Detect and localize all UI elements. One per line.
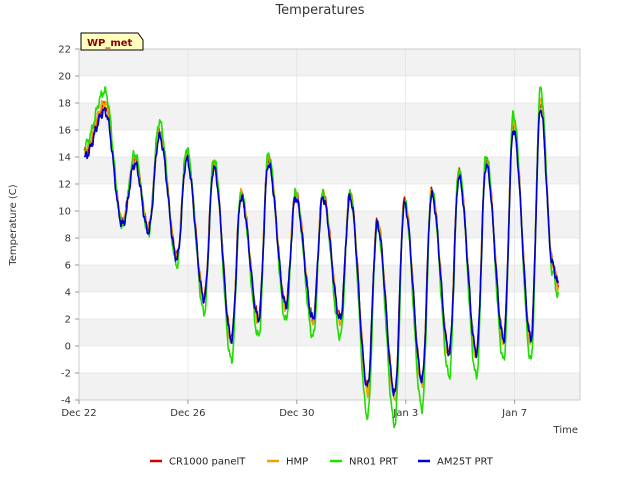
station-badge: WP_met [80,32,144,51]
x-axis-ticks: Dec 22 Dec 26 Dec 30 Jan 3 Jan 7 [61,400,527,419]
y-tick-label: 2 [65,315,71,326]
x-tick-label: Dec 30 [279,408,314,419]
y-tick-label: 0 [65,342,71,353]
background-band [79,265,580,292]
background-band [79,103,580,130]
plot-frame [78,48,581,401]
y-tick-label: 18 [58,99,71,110]
background-band [79,49,580,76]
series-lines [83,86,559,429]
y-tick-label: 10 [58,207,71,218]
x-tick-label: Jan 7 [501,408,527,419]
x-tick-label: Dec 22 [61,408,96,419]
x-tick-label: Dec 26 [170,408,205,419]
legend-label: AM25T PRT [437,457,494,468]
y-tick-label: 12 [58,180,71,191]
background-band [79,319,580,346]
y-axis-ticks: -4 -2 0 2 4 6 8 10 12 14 16 18 20 22 [58,45,79,407]
badge-shape [80,32,144,51]
legend-label: HMP [286,457,308,468]
y-tick-label: 4 [65,288,71,299]
chart-title: Temperatures [274,3,364,18]
badge-label: WP_met [87,38,133,49]
y-tick-label: -2 [61,369,71,380]
y-tick-label: 22 [58,45,71,56]
series-line-3 [83,106,559,397]
y-tick-label: 16 [58,126,71,137]
background-band [79,157,580,184]
legend: CR1000 panelT HMP NR01 PRT AM25T PRT [150,457,494,468]
y-tick-label: 20 [58,72,71,83]
x-tick-label: Jan 3 [392,408,418,419]
background-band [79,373,580,400]
y-axis-label: Temperature (C) [8,184,19,266]
x-axis-label: Time [553,425,578,436]
legend-label: NR01 PRT [349,457,399,468]
y-tick-label: 8 [65,234,71,245]
y-tick-label: 14 [58,153,71,164]
legend-label: CR1000 panelT [169,457,246,468]
plot-background-bands [79,49,580,400]
y-tick-label: -4 [61,396,71,407]
y-tick-label: 6 [65,261,71,272]
